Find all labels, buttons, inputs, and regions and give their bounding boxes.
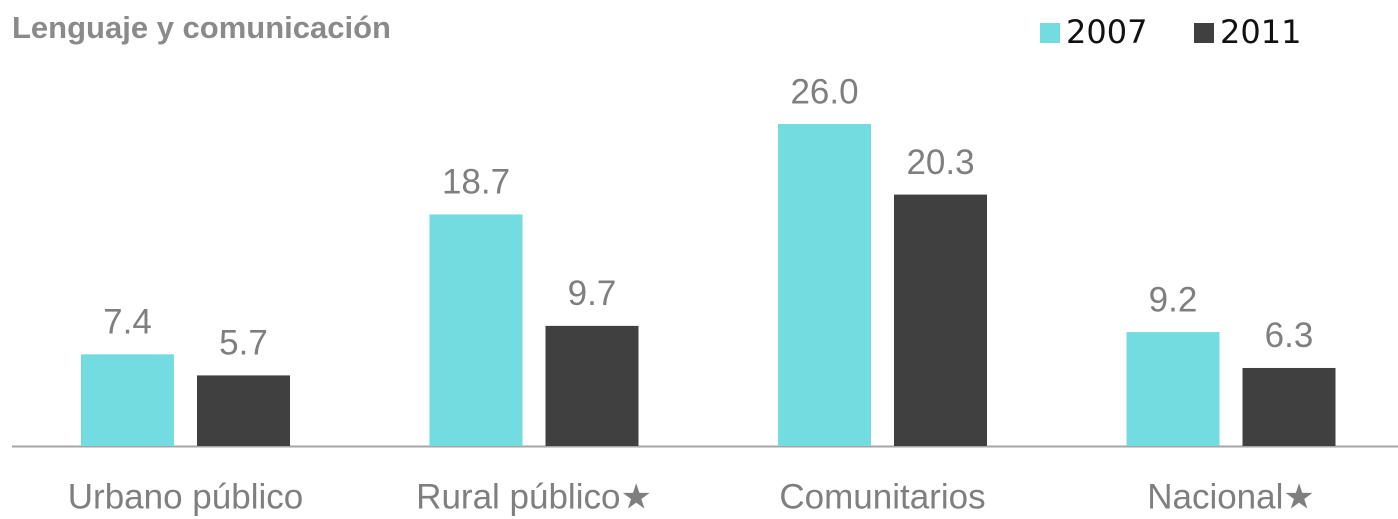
value-label: 5.7 [219, 324, 268, 363]
value-label: 6.3 [1265, 316, 1314, 355]
bar [545, 325, 639, 446]
bar [429, 214, 523, 446]
value-label: 9.7 [568, 274, 617, 313]
legend-label: 2011 [1220, 13, 1301, 51]
legend-swatch [1040, 23, 1060, 43]
value-label: 7.4 [103, 303, 152, 342]
value-label: 9.2 [1149, 280, 1198, 319]
bar [894, 194, 987, 446]
bar [778, 124, 871, 446]
legend-swatch [1194, 23, 1214, 43]
x-tick-label: Comunitarios [779, 477, 985, 516]
bar [1126, 332, 1220, 446]
bar [197, 375, 290, 446]
x-tick-label: Nacional★ [1147, 477, 1315, 516]
value-label: 20.3 [906, 143, 974, 182]
chart-title: Lenguaje y comunicación [12, 10, 391, 45]
bar [1242, 367, 1336, 446]
value-label: 26.0 [790, 72, 858, 111]
value-label: 18.7 [442, 163, 510, 202]
legend-label: 2007 [1066, 13, 1147, 51]
x-tick-label: Urbano público [68, 477, 303, 516]
x-tick-label: Rural público★ [416, 477, 652, 516]
bar [81, 354, 174, 446]
